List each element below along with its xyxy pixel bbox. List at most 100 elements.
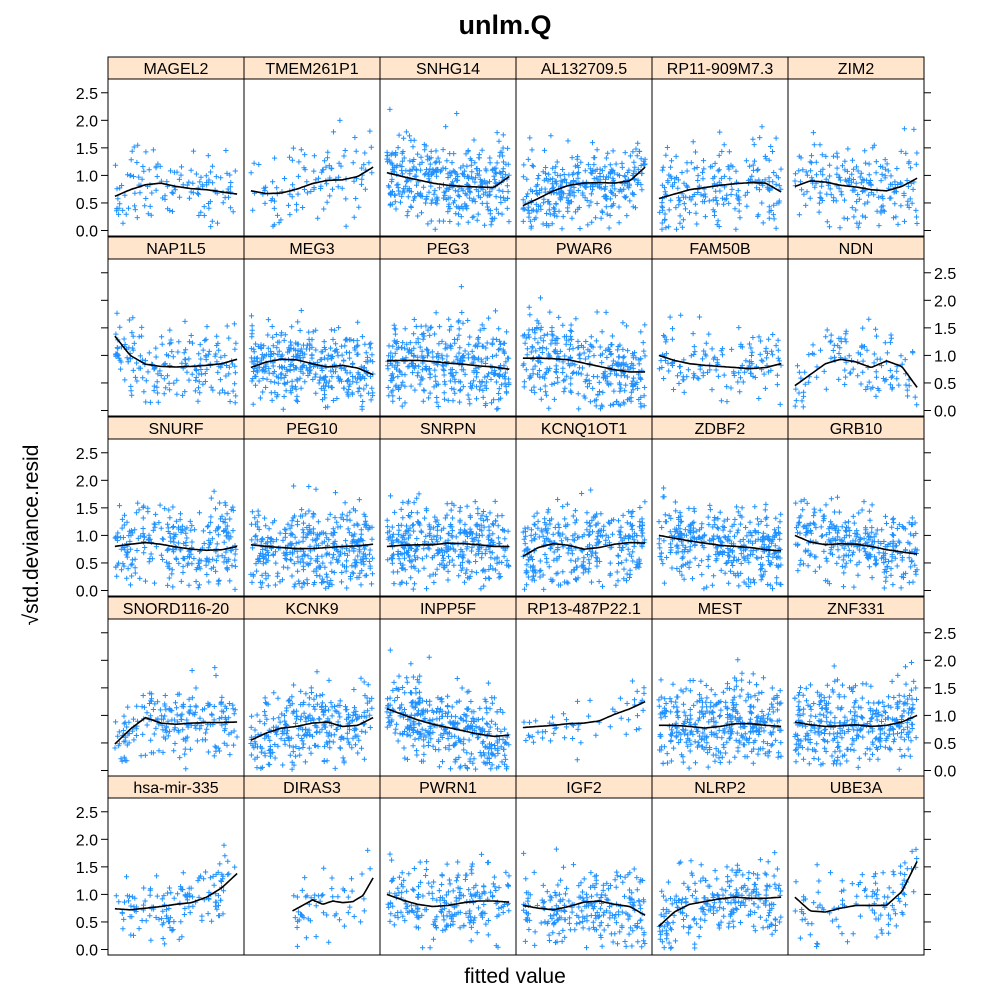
scatter-points [112,665,240,772]
points-tmem261p1 [248,117,375,229]
smooth-line [658,896,782,927]
y-tick-label: 1.0 [76,168,98,185]
y-axis-row-2: 0.0 0.5 1.0 1.5 2.0 2.5 [101,266,956,420]
smooth-line [658,354,782,370]
scatter-points [384,647,512,772]
strip-label: SNRPN [420,421,476,438]
scatter-points [520,133,648,232]
panel-snurf: SNURF [107,416,245,597]
scatter-points [521,846,648,951]
y-axis-row-5: 0.0 0.5 1.0 1.5 2.0 2.5 [76,805,931,959]
panel-grid: MAGEL2 TMEM261P1 SNHG14 AL132709.5 RP11-909M… [76,56,956,959]
y-tick-label: 0.5 [934,376,956,393]
panel-frame [787,258,925,417]
scatter-points [520,295,648,412]
panel-magel2: MAGEL2 [107,56,245,237]
strip-label: MAGEL2 [144,61,209,78]
strip-label: SNURF [148,421,203,438]
y-tick-label: 1.5 [76,860,98,877]
strip-label: ZDBF2 [695,421,746,438]
y-tick-label: 1.5 [934,321,956,338]
strip-label: PWAR6 [556,241,612,258]
points-mest [656,657,784,771]
y-tick-label: 2.0 [934,653,956,670]
points-ube3a [792,846,920,950]
strip-label: PEG10 [286,421,338,438]
panel-grb10: GRB10 [787,416,925,597]
strip-label: PWRN1 [419,780,477,797]
strip-label: KCNK9 [285,601,338,618]
panel-meg3: MEG3 [243,236,381,417]
y-tick-label: 2.5 [934,626,956,643]
panel-peg10: PEG10 [243,416,381,597]
y-tick-label: 2.5 [76,805,98,822]
panel-frame [787,618,925,777]
y-tick-label: 0.5 [76,915,98,932]
points-kcnq1ot1 [520,487,648,592]
strip-label: GRB10 [830,421,883,438]
scatter-points [521,678,647,763]
panel-kcnk9: KCNK9 [243,596,381,777]
strip-label: TMEM261P1 [265,61,358,78]
y-tick-label: 0.0 [76,942,98,959]
smooth-line [250,543,374,550]
y-axis-row-3: 0.0 0.5 1.0 1.5 2.0 2.5 [76,446,931,600]
x-axis-label: fitted value [464,965,566,988]
panel-snrpn: SNRPN [379,416,517,597]
panel-frame [787,797,925,956]
points-snurf [112,488,239,592]
points-diras3 [291,847,373,949]
scatter-points [793,494,920,591]
points-al132709-5 [520,133,648,232]
scatter-points [656,850,784,951]
y-tick-label: 1.5 [76,141,98,158]
smooth-line [658,534,782,552]
points-nap1l5 [113,310,239,406]
points-rp11-909m7-3 [657,124,784,232]
scatter-points [792,126,920,231]
y-tick-label: 0.0 [76,223,98,240]
points-meg3 [248,307,376,412]
y-tick-label: 0.0 [934,763,956,780]
panel-frame [243,797,381,956]
chart-title: unlm.Q [459,10,552,40]
panel-frame [651,797,789,956]
scatter-points [384,491,512,592]
smooth-line [386,542,510,548]
smooth-line [794,714,918,728]
panel-frame [107,438,245,597]
panel-fam50b: FAM50B [651,236,789,417]
panel-frame [787,78,925,237]
strip-label: NDN [839,241,874,258]
points-zim2 [792,126,920,231]
panel-tmem261p1: TMEM261P1 [243,56,381,237]
smooth-line [250,716,374,741]
scatter-points [113,310,239,406]
scatter-points [385,851,512,951]
panel-kcnq1ot1: KCNQ1OT1 [515,416,653,597]
panel-zim2: ZIM2 [787,56,925,237]
smooth-line [250,166,374,195]
y-tick-label: 2.0 [76,113,98,130]
points-fam50b [656,312,784,407]
smooth-line [386,359,510,370]
y-axis-row-4: 0.0 0.5 1.0 1.5 2.0 2.5 [101,626,956,780]
y-tick-label: 1.0 [934,708,956,725]
y-tick-label: 1.0 [76,528,98,545]
scatter-points [657,124,784,232]
y-axis-label: √std.deviance.resid [20,445,43,626]
points-peg10 [248,483,376,591]
panel-frame [107,78,245,237]
panel-snhg14: SNHG14 [379,56,517,237]
smooth-line [794,177,918,192]
points-pwar6 [520,295,648,412]
points-grb10 [793,494,920,591]
strip-label: KCNQ1OT1 [541,421,627,438]
points-snhg14 [384,106,512,232]
strip-label: ZNF331 [827,601,885,618]
strip-label: SNHG14 [416,61,480,78]
points-ndn [792,316,920,410]
points-pwrn1 [385,851,512,951]
scatter-points [656,312,784,407]
panel-zdbf2: ZDBF2 [651,416,789,597]
